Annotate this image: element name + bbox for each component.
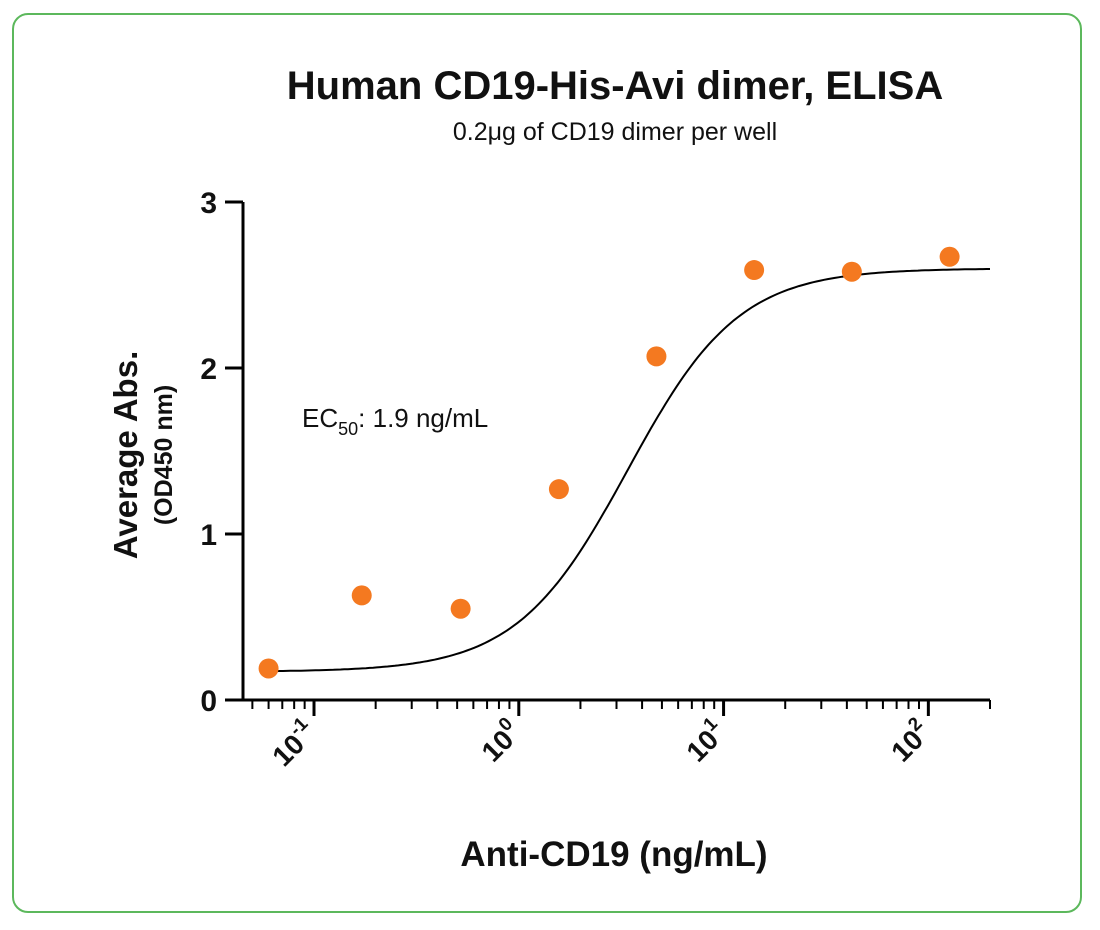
data-point (841, 261, 862, 282)
data-point (744, 260, 765, 281)
y-tick-label: 3 (200, 187, 217, 220)
axes (241, 202, 990, 702)
x-tick-label: 10-1 (264, 713, 323, 772)
fit-curve-group (268, 268, 990, 673)
ec50-value: : 1.9 ng/mL (358, 403, 488, 433)
y-axis-label: Average Abs. (107, 351, 144, 559)
y-tick-label: 0 (200, 685, 217, 718)
data-point (939, 246, 960, 267)
x-tick-label-group: 101 (678, 713, 733, 768)
ticks: 0 1 2 3 10-1 100 101 102 (200, 187, 991, 772)
x-tick-label: 102 (882, 713, 936, 767)
ec50-prefix: EC (302, 403, 338, 433)
chart-frame (12, 13, 1082, 913)
chart-subtitle: 0.2μg of CD19 dimer per well (453, 118, 777, 146)
y-tick-label: 2 (200, 353, 217, 386)
x-tick-label-group: 100 (473, 713, 527, 767)
fit-curve (268, 268, 990, 673)
x-tick-label: 101 (678, 713, 733, 768)
x-tick-label-group: 102 (882, 713, 936, 767)
data-point (258, 658, 279, 679)
x-tick-label-group: 10-1 (264, 713, 323, 772)
data-point (548, 479, 569, 500)
y-tick-label: 1 (200, 519, 217, 552)
y-axis-label-group: Average Abs. (OD450 nm) (107, 351, 178, 559)
data-points (258, 246, 960, 679)
x-tick-label: 100 (473, 713, 527, 767)
data-point (351, 585, 372, 606)
data-point (450, 598, 471, 619)
ec50-subscript: 50 (338, 419, 358, 439)
ec50-annotation: EC50: 1.9 ng/mL (302, 403, 488, 439)
data-point (646, 346, 667, 367)
chart-title: Human CD19-His-Avi dimer, ELISA (287, 64, 943, 108)
x-axis-label: Anti-CD19 (ng/mL) (460, 835, 767, 874)
y-axis-sublabel: (OD450 nm) (150, 385, 178, 525)
